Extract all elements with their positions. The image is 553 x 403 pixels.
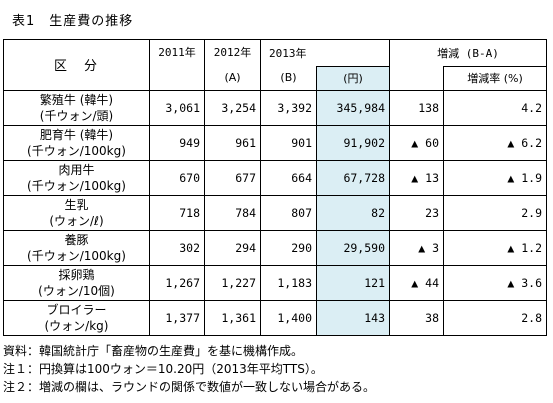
- cell-2013: 290: [260, 229, 317, 266]
- row-name: ブロイラー: [46, 302, 107, 317]
- cell-2012: 1,361: [204, 299, 261, 336]
- row-label: 養豚 (千ウォン/100kg): [3, 229, 150, 266]
- table-row: 肉用牛 (千ウォン/100kg) 670 677 664 67,728 ▲ 13 …: [3, 159, 547, 196]
- cell-diff: ▲ 60: [389, 124, 444, 161]
- row-label: 肥育牛 (韓牛) (千ウォン/100kg): [3, 124, 150, 161]
- cell-rate: ▲ 1.9: [443, 159, 547, 196]
- cell-2012: 294: [204, 229, 261, 266]
- table-row: 生乳 (ウォン/ℓ) 718 784 807 82 23 2.9: [3, 194, 547, 231]
- row-name: 生乳: [64, 197, 89, 212]
- header-2012: 2012年: [204, 39, 261, 66]
- production-cost-table: 区 分 2011年 2012年 2013年 増減 (B-A) (A) (B) (…: [3, 39, 547, 336]
- table-title: 表1 生産費の推移: [12, 14, 134, 29]
- header-yen: (円): [316, 65, 390, 91]
- row-name: 採卵鶏: [58, 267, 95, 282]
- header-2012-sub: (A): [204, 66, 261, 91]
- cell-2012: 784: [204, 194, 261, 231]
- note-source: 資料：韓国統計庁「畜産物の生産費」を基に機構作成。: [3, 344, 304, 358]
- cell-2013: 3,392: [260, 89, 317, 126]
- cell-diff: ▲ 3: [389, 229, 444, 266]
- row-unit: (ウォン/10個): [38, 283, 115, 298]
- header-2013: 2013年: [260, 39, 390, 66]
- cell-yen: 82: [316, 194, 390, 231]
- cell-2012: 3,254: [204, 89, 261, 126]
- note-2: 注２：増減の欄は、ラウンドの関係で数値が一致しない場合がある。: [3, 380, 376, 394]
- cell-rate: ▲ 1.2: [443, 229, 547, 266]
- row-unit: (ウォン/kg): [44, 318, 109, 333]
- cell-diff: 23: [389, 194, 444, 231]
- cell-2013: 1,400: [260, 299, 317, 336]
- row-label: 肉用牛 (千ウォン/100kg): [3, 159, 150, 196]
- cell-2011: 1,377: [149, 299, 205, 336]
- cell-2012: 677: [204, 159, 261, 196]
- table-row: 採卵鶏 (ウォン/10個) 1,267 1,227 1,183 121 ▲ 44 …: [3, 264, 547, 301]
- cell-2011: 3,061: [149, 89, 205, 126]
- header-change: 増減 (B-A): [389, 39, 547, 66]
- cell-yen: 143: [316, 299, 390, 336]
- row-label: 繁殖牛 (韓牛) (千ウォン/頭): [3, 89, 150, 126]
- cell-2013: 901: [260, 124, 317, 161]
- row-unit: (千ウォン/100kg): [27, 248, 126, 263]
- cell-rate: 2.9: [443, 194, 547, 231]
- cell-diff: 38: [389, 299, 444, 336]
- header-row-2: (A) (B) (円) 増減率 (%): [4, 65, 547, 91]
- cell-rate: ▲ 3.6: [443, 264, 547, 301]
- row-name: 養豚: [64, 232, 89, 247]
- cell-2011: 949: [149, 124, 205, 161]
- cell-rate: 4.2: [443, 89, 547, 126]
- cell-rate: ▲ 6.2: [443, 124, 547, 161]
- header-2013-sub: (B): [260, 66, 317, 91]
- cell-yen: 91,902: [316, 124, 390, 161]
- row-unit: (千ウォン/100kg): [27, 143, 126, 158]
- cell-2012: 1,227: [204, 264, 261, 301]
- header-change-blank: [389, 66, 444, 91]
- row-name: 肉用牛: [58, 162, 95, 177]
- cell-diff: 138: [389, 89, 444, 126]
- header-change-rate: 増減率 (%): [443, 65, 547, 91]
- row-label: 生乳 (ウォン/ℓ): [3, 194, 150, 231]
- row-label: ブロイラー (ウォン/kg): [3, 299, 150, 336]
- table-row: 養豚 (千ウォン/100kg) 302 294 290 29,590 ▲ 3 ▲ …: [3, 229, 547, 266]
- row-unit: (千ウォン/100kg): [27, 178, 126, 193]
- header-category: 区 分: [3, 39, 150, 91]
- row-unit: (千ウォン/頭): [39, 108, 114, 123]
- cell-2011: 302: [149, 229, 205, 266]
- cell-2013: 1,183: [260, 264, 317, 301]
- cell-2011: 1,267: [149, 264, 205, 301]
- table-row: 繁殖牛 (韓牛) (千ウォン/頭) 3,061 3,254 3,392 345,9…: [3, 89, 547, 126]
- cell-2013: 807: [260, 194, 317, 231]
- cell-rate: 2.8: [443, 299, 547, 336]
- table-row: 肥育牛 (韓牛) (千ウォン/100kg) 949 961 901 91,902 …: [3, 124, 547, 161]
- cell-yen: 345,984: [316, 89, 390, 126]
- header-2011: 2011年: [149, 39, 205, 91]
- table-row: ブロイラー (ウォン/kg) 1,377 1,361 1,400 143 38 2…: [3, 299, 547, 336]
- cell-yen: 121: [316, 264, 390, 301]
- row-name: 繁殖牛 (韓牛): [39, 92, 114, 107]
- cell-2011: 670: [149, 159, 205, 196]
- cell-diff: ▲ 13: [389, 159, 444, 196]
- header-row-1: 区 分 2011年 2012年 2013年 増減 (B-A): [3, 39, 547, 91]
- cell-2012: 961: [204, 124, 261, 161]
- footnotes: 資料：韓国統計庁「畜産物の生産費」を基に機構作成。 注１：円換算は100ウォン＝…: [3, 342, 375, 396]
- cell-yen: 67,728: [316, 159, 390, 196]
- cell-2013: 664: [260, 159, 317, 196]
- cell-yen: 29,590: [316, 229, 390, 266]
- row-label: 採卵鶏 (ウォン/10個): [3, 264, 150, 301]
- note-1: 注１：円換算は100ウォン＝10.20円（2013年平均TTS）。: [3, 362, 323, 376]
- cell-diff: ▲ 44: [389, 264, 444, 301]
- row-unit: (ウォン/ℓ): [49, 213, 104, 228]
- cell-2011: 718: [149, 194, 205, 231]
- row-name: 肥育牛 (韓牛): [39, 127, 114, 142]
